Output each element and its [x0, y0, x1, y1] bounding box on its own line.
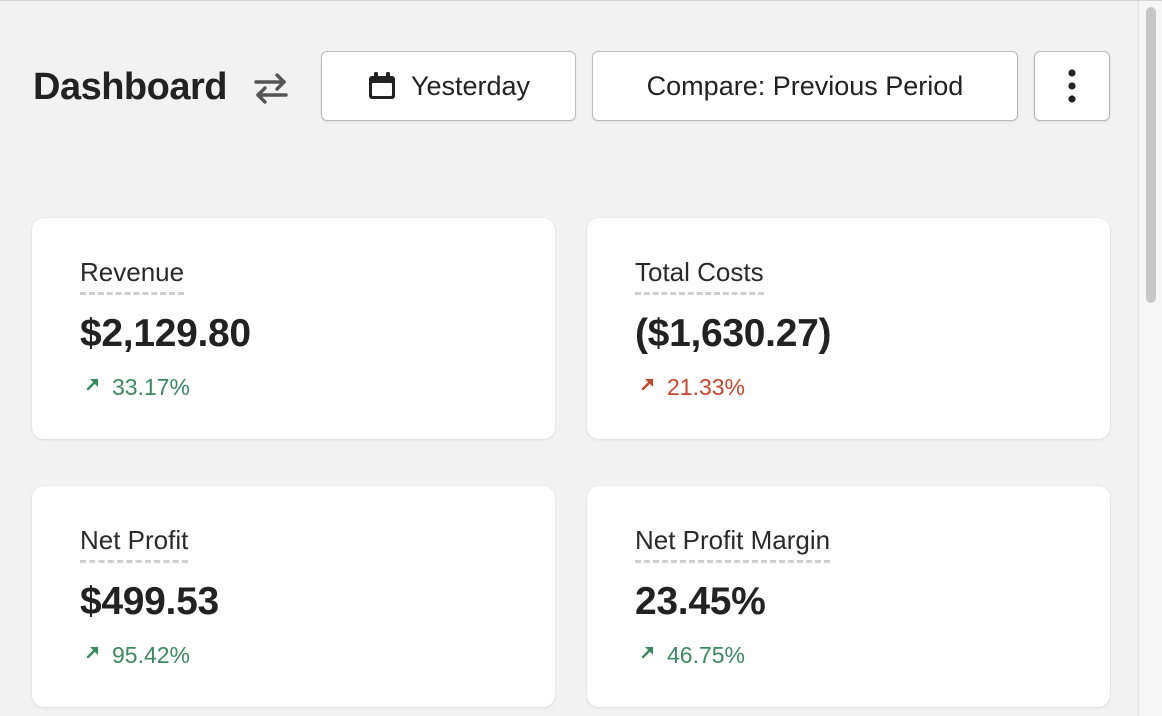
metric-label[interactable]: Net Profit	[80, 524, 189, 563]
metric-change: 33.17%	[86, 372, 190, 402]
scrollbar-thumb[interactable]	[1146, 7, 1156, 303]
metric-change: 95.42%	[86, 640, 190, 670]
metric-change: 21.33%	[641, 372, 745, 402]
arrows-swap-icon[interactable]	[251, 69, 291, 107]
metric-change-value: 21.33%	[667, 374, 746, 400]
arrow-up-right-icon	[641, 646, 654, 659]
metric-label[interactable]: Total Costs	[635, 256, 764, 295]
metric-value: $499.53	[80, 580, 219, 623]
vertical-scrollbar[interactable]	[1138, 1, 1162, 716]
metric-value: $2,129.80	[80, 312, 251, 355]
metric-value: 23.45%	[635, 580, 766, 623]
metric-card-net-profit: Net Profit $499.53 95.42%	[32, 486, 555, 707]
metric-label[interactable]: Revenue	[80, 256, 185, 295]
metric-card-total-costs: Total Costs ($1,630.27) 21.33%	[587, 218, 1110, 439]
more-options-button[interactable]	[1034, 51, 1110, 121]
metric-label[interactable]: Net Profit Margin	[635, 524, 831, 563]
date-range-label: Yesterday	[410, 70, 531, 101]
date-range-button[interactable]: Yesterday	[321, 51, 576, 121]
metric-change-value: 46.75%	[667, 642, 746, 668]
arrow-up-right-icon	[86, 646, 99, 659]
dashboard-content: Dashboard Yesterday Co	[0, 1, 1138, 716]
metric-change-value: 33.17%	[112, 374, 191, 400]
arrow-up-right-icon	[641, 378, 654, 391]
dashboard-header: Dashboard Yesterday Co	[33, 51, 1113, 123]
metric-value: ($1,630.27)	[635, 312, 832, 355]
metric-change-value: 95.42%	[112, 642, 191, 668]
compare-period-label: Compare: Previous Period	[646, 70, 964, 101]
metric-card-revenue: Revenue $2,129.80 33.17%	[32, 218, 555, 439]
metric-card-net-profit-margin: Net Profit Margin 23.45% 46.75%	[587, 486, 1110, 707]
page-title: Dashboard	[33, 66, 227, 108]
metric-change: 46.75%	[641, 640, 745, 670]
vertical-dots-icon	[1068, 69, 1076, 103]
arrow-up-right-icon	[86, 378, 99, 391]
compare-period-button[interactable]: Compare: Previous Period	[592, 51, 1018, 121]
calendar-icon	[368, 72, 395, 99]
